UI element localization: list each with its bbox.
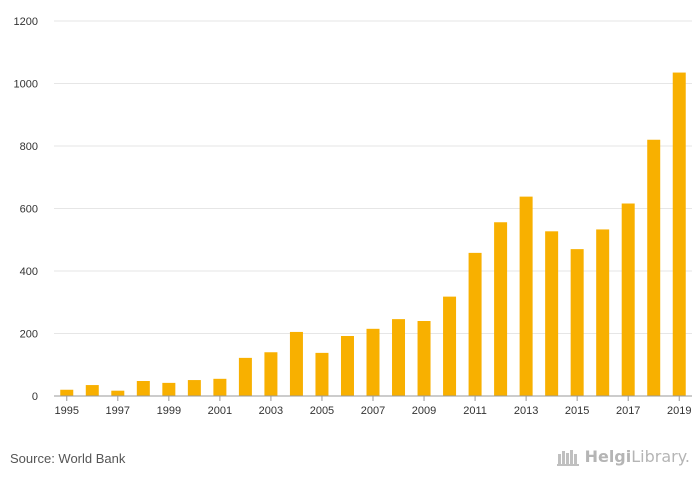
x-tick-label: 1995 [55,405,79,417]
bar-2018[interactable] [647,139,661,396]
bar-1996[interactable] [85,385,99,396]
gridlines [54,20,692,334]
bar-1995[interactable] [60,389,74,396]
brand-name-rest: Library. [631,447,690,466]
source-note: Source: World Bank [10,451,126,466]
brand-name-strong: Helgi [584,447,632,466]
x-tick-label: 2007 [361,405,385,417]
bar-2003[interactable] [264,352,278,396]
x-tick-label: 2009 [412,405,436,417]
x-tick-label: 2001 [208,405,232,417]
y-axis-ticks: 0 200 400 600 800 1000 1200 [14,16,38,403]
bars [60,72,686,397]
bar-2012[interactable] [494,222,508,396]
x-tick-label: 2003 [259,405,283,417]
bar-2011[interactable] [468,252,482,396]
bar-1999[interactable] [162,382,176,396]
bar-2002[interactable] [238,357,252,396]
bar-2015[interactable] [570,249,584,396]
x-tick-label: 1997 [106,405,130,417]
x-tick-label: 2015 [565,405,589,417]
bar-1998[interactable] [136,381,150,396]
bar-2004[interactable] [289,331,303,396]
bar-2001[interactable] [213,378,227,396]
bar-2008[interactable] [392,319,406,396]
bar-1997[interactable] [111,390,125,396]
x-tick-label: 2017 [616,405,640,417]
bar-2019[interactable] [672,72,686,396]
x-axis-ticks: 1995 1997 1999 2001 2003 2005 2007 2009 2011 2013… [55,396,691,417]
y-tick-label: 1200 [14,16,38,28]
helgi-library-logo[interactable]: HelgiLibrary. [556,447,690,466]
bar-chart: 0 200 400 600 800 1000 1200 1995 1997 1999 2001 20… [14,16,692,417]
y-tick-label: 200 [20,329,38,341]
bar-2006[interactable] [340,336,354,396]
bar-2005[interactable] [315,352,329,396]
bar-2010[interactable] [443,296,457,396]
bar-2009[interactable] [417,321,431,396]
bookshelf-icon [556,449,579,466]
y-tick-label: 1000 [14,79,38,91]
bar-2014[interactable] [545,231,559,396]
bar-2016[interactable] [596,229,610,396]
y-tick-label: 800 [20,141,38,153]
x-tick-label: 2013 [514,405,538,417]
x-tick-label: 2019 [667,405,691,417]
x-tick-label: 2011 [463,405,487,417]
bar-2000[interactable] [187,380,201,396]
bar-2013[interactable] [519,196,533,396]
bar-2017[interactable] [621,203,635,397]
y-tick-label: 0 [32,391,38,403]
bar-2007[interactable] [366,328,380,396]
x-tick-label: 2005 [310,405,334,417]
y-tick-label: 400 [20,266,38,278]
x-tick-label: 1999 [157,405,181,417]
y-tick-label: 600 [20,204,38,216]
